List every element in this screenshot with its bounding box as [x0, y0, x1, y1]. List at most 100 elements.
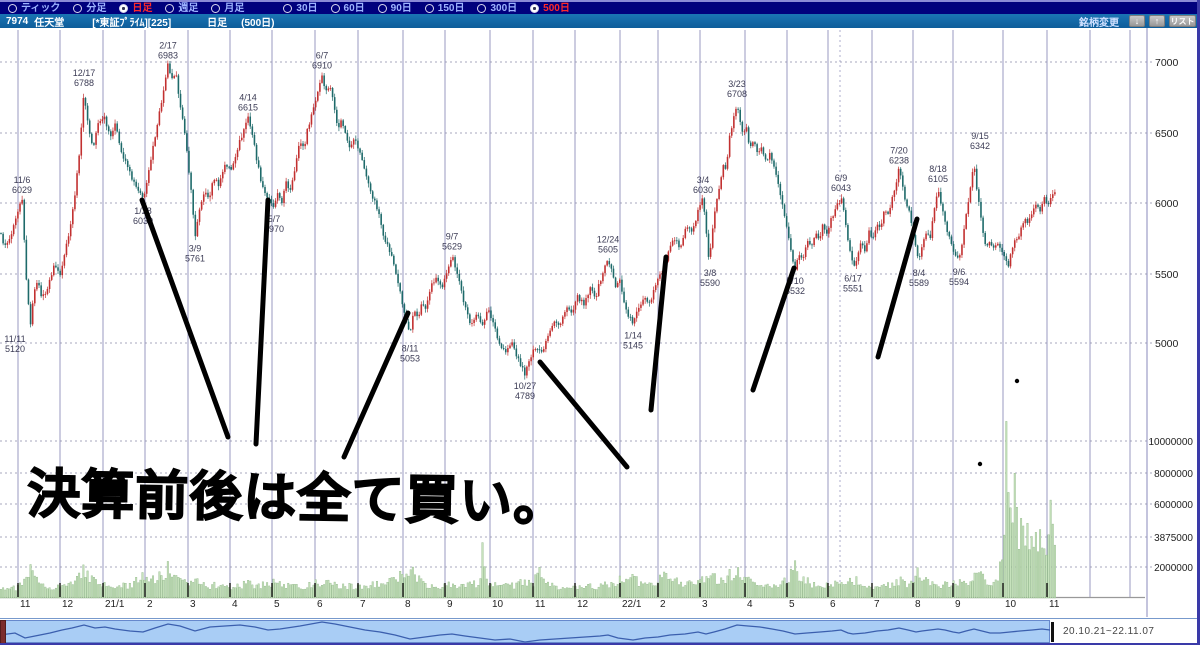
volume-bar	[802, 576, 805, 599]
candle-body	[897, 168, 900, 183]
volume-bar	[78, 572, 81, 599]
candle-body	[509, 345, 511, 349]
candle-body	[321, 75, 323, 83]
volume-bar	[369, 585, 372, 599]
candle-body	[65, 243, 68, 256]
radio-icon	[377, 3, 387, 13]
volume-bar	[517, 581, 520, 599]
candle-body	[921, 247, 923, 257]
volume-bar	[479, 578, 482, 599]
volume-bar	[986, 584, 989, 599]
volume-bar	[114, 588, 117, 599]
navigator-range-label: 20.10.21~22.11.07	[1063, 626, 1155, 637]
candle-body	[536, 349, 539, 351]
radio-range-500日[interactable]: 500日	[530, 3, 570, 14]
symbol-down-button[interactable]: ↓	[1129, 15, 1145, 27]
symbol-up-button[interactable]: ↑	[1149, 15, 1165, 27]
candle-body	[36, 282, 38, 290]
volume-bar	[492, 586, 495, 599]
volume-bar	[287, 582, 290, 599]
candle-body	[838, 203, 841, 205]
volume-bar	[1034, 532, 1037, 599]
candle-body	[164, 77, 167, 91]
candle-body	[154, 137, 156, 146]
volume-bar	[27, 577, 30, 599]
change-symbol-label[interactable]: 銘柄変更	[1079, 17, 1119, 29]
radio-range-60日[interactable]: 60日	[330, 2, 365, 14]
candle-body	[53, 265, 55, 276]
swing-date: 8/18	[929, 164, 947, 174]
volume-bar	[411, 566, 414, 599]
candle-body	[982, 217, 984, 233]
volume-bar	[483, 566, 486, 599]
radio-timeframe-ティック[interactable]: ティック	[8, 3, 60, 14]
volume-bar	[965, 583, 968, 599]
radio-range-30日[interactable]: 30日	[283, 3, 318, 14]
candle-body	[300, 143, 302, 146]
candle-body	[105, 116, 108, 127]
candle-body	[1005, 256, 1008, 261]
candle-body	[730, 128, 733, 136]
candle-body	[640, 304, 642, 308]
radio-label: 60日	[343, 2, 365, 14]
radio-range-150日[interactable]: 150日	[424, 3, 464, 14]
candle-body	[441, 284, 444, 288]
swing-date: 9/15	[971, 131, 989, 141]
candle-body	[861, 243, 864, 246]
candle-body	[336, 109, 338, 124]
volume-bar	[808, 583, 811, 599]
candle-body	[657, 278, 659, 286]
volume-bar	[758, 585, 761, 599]
candle-body	[215, 179, 218, 181]
volume-bar	[97, 584, 100, 599]
candle-body	[283, 190, 285, 204]
candle-body	[228, 166, 230, 168]
candle-body	[456, 267, 458, 274]
volume-bar	[422, 581, 425, 599]
candle-body	[946, 221, 948, 232]
candle-body	[25, 239, 28, 280]
candle-body	[823, 224, 826, 230]
volume-bar	[728, 569, 731, 599]
volume-bar	[661, 577, 664, 599]
navigator-left-cap[interactable]	[0, 620, 6, 644]
volume-bar	[747, 576, 750, 599]
radio-timeframe-分足[interactable]: 分足	[73, 3, 106, 14]
candle-body	[931, 221, 934, 238]
candle-body	[722, 165, 725, 178]
volume-bar	[956, 585, 959, 599]
candle-body	[312, 107, 315, 115]
volume-bar	[929, 585, 932, 599]
volume-bar	[25, 576, 28, 599]
candle-body	[1043, 197, 1046, 204]
volume-bar	[977, 572, 980, 599]
earnings-pointer-line	[341, 310, 411, 460]
navigator-handle[interactable]	[1051, 622, 1054, 642]
candlestick-chart[interactable]: 7000 6500 6000 5500 5000 10000000 8000000 60000…	[0, 0, 1197, 617]
volume-bar	[1030, 536, 1033, 599]
candle-body	[619, 279, 621, 283]
radio-timeframe-週足[interactable]: 週足	[165, 3, 198, 14]
volume-bar	[920, 580, 923, 599]
month-label: 7	[874, 599, 880, 610]
candle-body	[1020, 227, 1022, 237]
volume-bar	[71, 584, 74, 599]
candle-body	[906, 199, 908, 207]
swing-date: 7/20	[890, 145, 908, 155]
volume-bar	[967, 585, 970, 599]
candle-body	[173, 76, 175, 79]
swing-date: 9/6	[953, 267, 966, 277]
volume-bar	[388, 578, 391, 599]
radio-timeframe-日足[interactable]: 日足	[119, 3, 152, 14]
candle-body	[703, 198, 706, 212]
symbol-list-button[interactable]: リスト	[1169, 15, 1196, 27]
candle-body	[414, 311, 416, 316]
radio-timeframe-月足[interactable]: 月足	[211, 3, 244, 14]
radio-range-90日[interactable]: 90日	[377, 3, 412, 14]
history-navigator[interactable]: 20.10.21~22.11.07	[0, 618, 1200, 645]
candle-body	[409, 329, 412, 331]
radio-range-300日[interactable]: 300日	[477, 3, 517, 14]
volume-bar	[414, 574, 416, 599]
candle-body	[194, 214, 197, 237]
